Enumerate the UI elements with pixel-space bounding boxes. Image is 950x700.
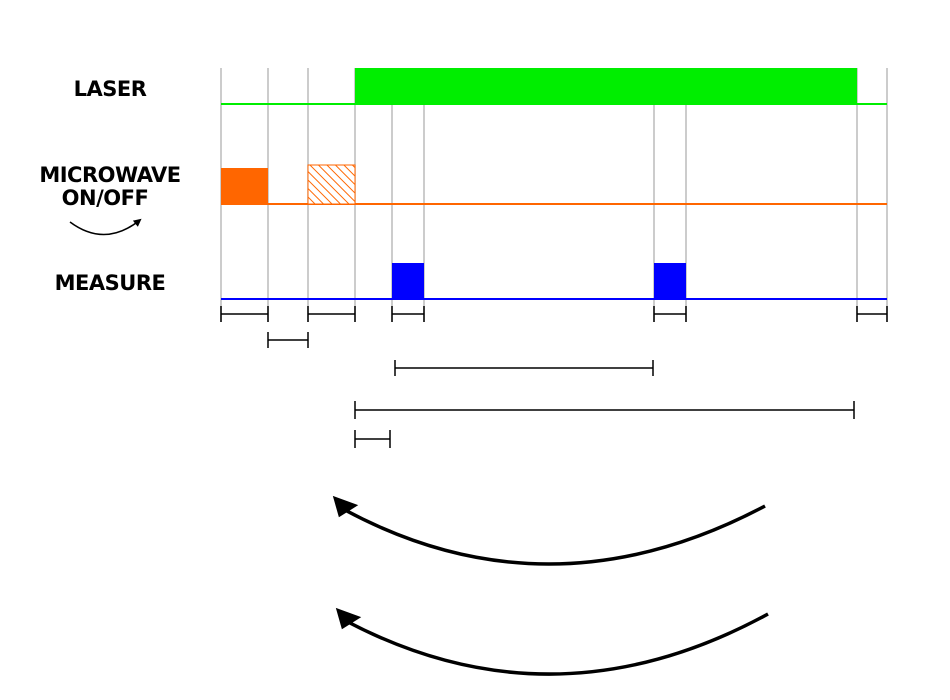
measure-label: MEASURE [55,271,166,295]
interval-bracket [394,360,654,376]
interval-bracket [391,306,425,322]
microwave-label: MICROWAVE [39,163,180,187]
interval-bracket [354,430,391,448]
laser-label: LASER [74,77,147,101]
measure-pulse-1 [392,263,424,299]
measure-trace [221,263,887,300]
repeat-arrows [332,495,769,676]
curved-arrow-icon [69,218,142,236]
interval-bracket [307,306,356,322]
arrowhead-icon [332,495,359,518]
arrowhead-icon [335,607,362,630]
interval-bracket [267,332,309,348]
interval-bracket [354,401,855,419]
microwave-onoff-label: ON/OFF [62,186,149,210]
interval-bracket [220,306,269,322]
measure-pulse-2 [654,263,686,299]
microwave-pulse [221,168,268,204]
repeat-arrow-1 [344,504,766,566]
laser-pulse [355,68,857,104]
microwave-trace [221,164,887,205]
microwave-pulse-optional [307,164,356,205]
interval-brackets [220,306,888,448]
laser-trace [221,68,887,105]
interval-bracket [653,306,687,322]
time-gridlines [220,68,888,322]
repeat-arrow-2 [347,612,769,676]
interval-bracket [856,306,888,322]
